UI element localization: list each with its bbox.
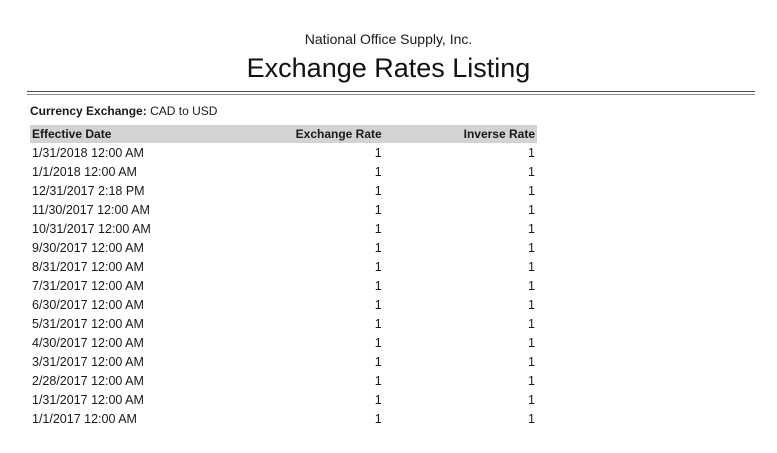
cell-effective-date: 1/31/2017 12:00 AM xyxy=(32,392,144,407)
cell-exchange-rate: 1 xyxy=(374,354,382,369)
cell-effective-date: 10/31/2017 12:00 AM xyxy=(32,221,151,236)
cell-inverse-rate: 1 xyxy=(528,297,535,312)
cell-inverse-rate: 1 xyxy=(528,278,535,293)
cell-inverse-rate: 1 xyxy=(528,202,535,217)
table-row: 9/30/2017 12:00 AM 1 1 xyxy=(30,238,537,257)
table-row: 8/31/2017 12:00 AM 1 1 xyxy=(30,257,537,276)
cell-exchange-rate: 1 xyxy=(374,145,382,160)
cell-inverse-rate: 1 xyxy=(528,392,535,407)
cell-exchange-rate: 1 xyxy=(374,335,382,350)
cell-exchange-rate: 1 xyxy=(374,164,382,179)
table-row: 1/1/2017 12:00 AM 1 1 xyxy=(30,409,537,428)
cell-inverse-rate: 1 xyxy=(528,259,535,274)
cell-inverse-rate: 1 xyxy=(528,183,535,198)
page-title: Exchange Rates Listing xyxy=(246,53,531,83)
cell-effective-date: 4/30/2017 12:00 AM xyxy=(32,335,144,350)
currency-exchange-value: CAD to USD xyxy=(150,104,218,118)
cell-effective-date: 6/30/2017 12:00 AM xyxy=(32,297,144,312)
table-row: 12/31/2017 2:18 PM 1 1 xyxy=(30,181,537,200)
column-header-exchange-rate: Exchange Rate xyxy=(230,125,384,143)
company-name: National Office Supply, Inc. xyxy=(304,31,473,47)
cell-exchange-rate: 1 xyxy=(374,373,382,388)
cell-exchange-rate: 1 xyxy=(374,278,382,293)
table-header-row: Effective Date Exchange Rate Inverse Rat… xyxy=(30,125,537,143)
column-header-effective-date: Effective Date xyxy=(30,125,231,143)
table-row: 1/31/2018 12:00 AM 1 1 xyxy=(30,143,537,162)
cell-inverse-rate: 1 xyxy=(528,373,535,388)
table-row: 5/31/2017 12:00 AM 1 1 xyxy=(30,314,537,333)
table-row: 3/31/2017 12:00 AM 1 1 xyxy=(30,352,537,371)
cell-exchange-rate: 1 xyxy=(374,392,382,407)
cell-effective-date: 9/30/2017 12:00 AM xyxy=(32,240,144,255)
table-body: 1/31/2018 12:00 AM 1 1 1/1/2018 12:00 AM… xyxy=(30,143,537,428)
cell-exchange-rate: 1 xyxy=(374,316,382,331)
table-row: 4/30/2017 12:00 AM 1 1 xyxy=(30,333,537,352)
exchange-rates-table: Effective Date Exchange Rate Inverse Rat… xyxy=(30,125,537,428)
cell-inverse-rate: 1 xyxy=(528,411,535,426)
cell-inverse-rate: 1 xyxy=(528,354,535,369)
cell-inverse-rate: 1 xyxy=(528,240,535,255)
cell-effective-date: 2/28/2017 12:00 AM xyxy=(32,373,144,388)
cell-effective-date: 11/30/2017 12:00 AM xyxy=(32,202,150,217)
cell-effective-date: 12/31/2017 2:18 PM xyxy=(32,183,145,198)
cell-inverse-rate: 1 xyxy=(528,335,535,350)
cell-inverse-rate: 1 xyxy=(528,145,535,160)
table-row: 7/31/2017 12:00 AM 1 1 xyxy=(30,276,537,295)
cell-exchange-rate: 1 xyxy=(374,259,382,274)
table-row: 10/31/2017 12:00 AM 1 1 xyxy=(30,219,537,238)
table-row: 11/30/2017 12:00 AM 1 1 xyxy=(30,200,537,219)
table-row: 1/31/2017 12:00 AM 1 1 xyxy=(30,390,537,409)
cell-effective-date: 8/31/2017 12:00 AM xyxy=(32,259,144,274)
cell-exchange-rate: 1 xyxy=(374,411,382,426)
report-header: National Office Supply, Inc. Exchange Ra… xyxy=(0,0,777,95)
header-double-rule xyxy=(27,91,755,95)
cell-inverse-rate: 1 xyxy=(528,164,535,179)
cell-inverse-rate: 1 xyxy=(528,221,535,236)
table-row: 2/28/2017 12:00 AM 1 1 xyxy=(30,371,537,390)
cell-effective-date: 1/1/2018 12:00 AM xyxy=(32,164,137,179)
cell-exchange-rate: 1 xyxy=(374,183,382,198)
currency-exchange-label: Currency Exchange: xyxy=(30,104,147,118)
cell-inverse-rate: 1 xyxy=(528,316,535,331)
cell-effective-date: 5/31/2017 12:00 AM xyxy=(32,316,144,331)
cell-exchange-rate: 1 xyxy=(374,202,382,217)
cell-exchange-rate: 1 xyxy=(374,240,382,255)
cell-effective-date: 1/31/2018 12:00 AM xyxy=(32,145,144,160)
currency-exchange-line: Currency Exchange: CAD to USD xyxy=(30,104,777,119)
cell-effective-date: 1/1/2017 12:00 AM xyxy=(32,411,137,426)
table-row: 6/30/2017 12:00 AM 1 1 xyxy=(30,295,537,314)
cell-exchange-rate: 1 xyxy=(374,221,382,236)
table-row: 1/1/2018 12:00 AM 1 1 xyxy=(30,162,537,181)
cell-exchange-rate: 1 xyxy=(374,297,382,312)
cell-effective-date: 7/31/2017 12:00 AM xyxy=(32,278,144,293)
cell-effective-date: 3/31/2017 12:00 AM xyxy=(32,354,144,369)
column-header-inverse-rate: Inverse Rate xyxy=(383,125,537,143)
